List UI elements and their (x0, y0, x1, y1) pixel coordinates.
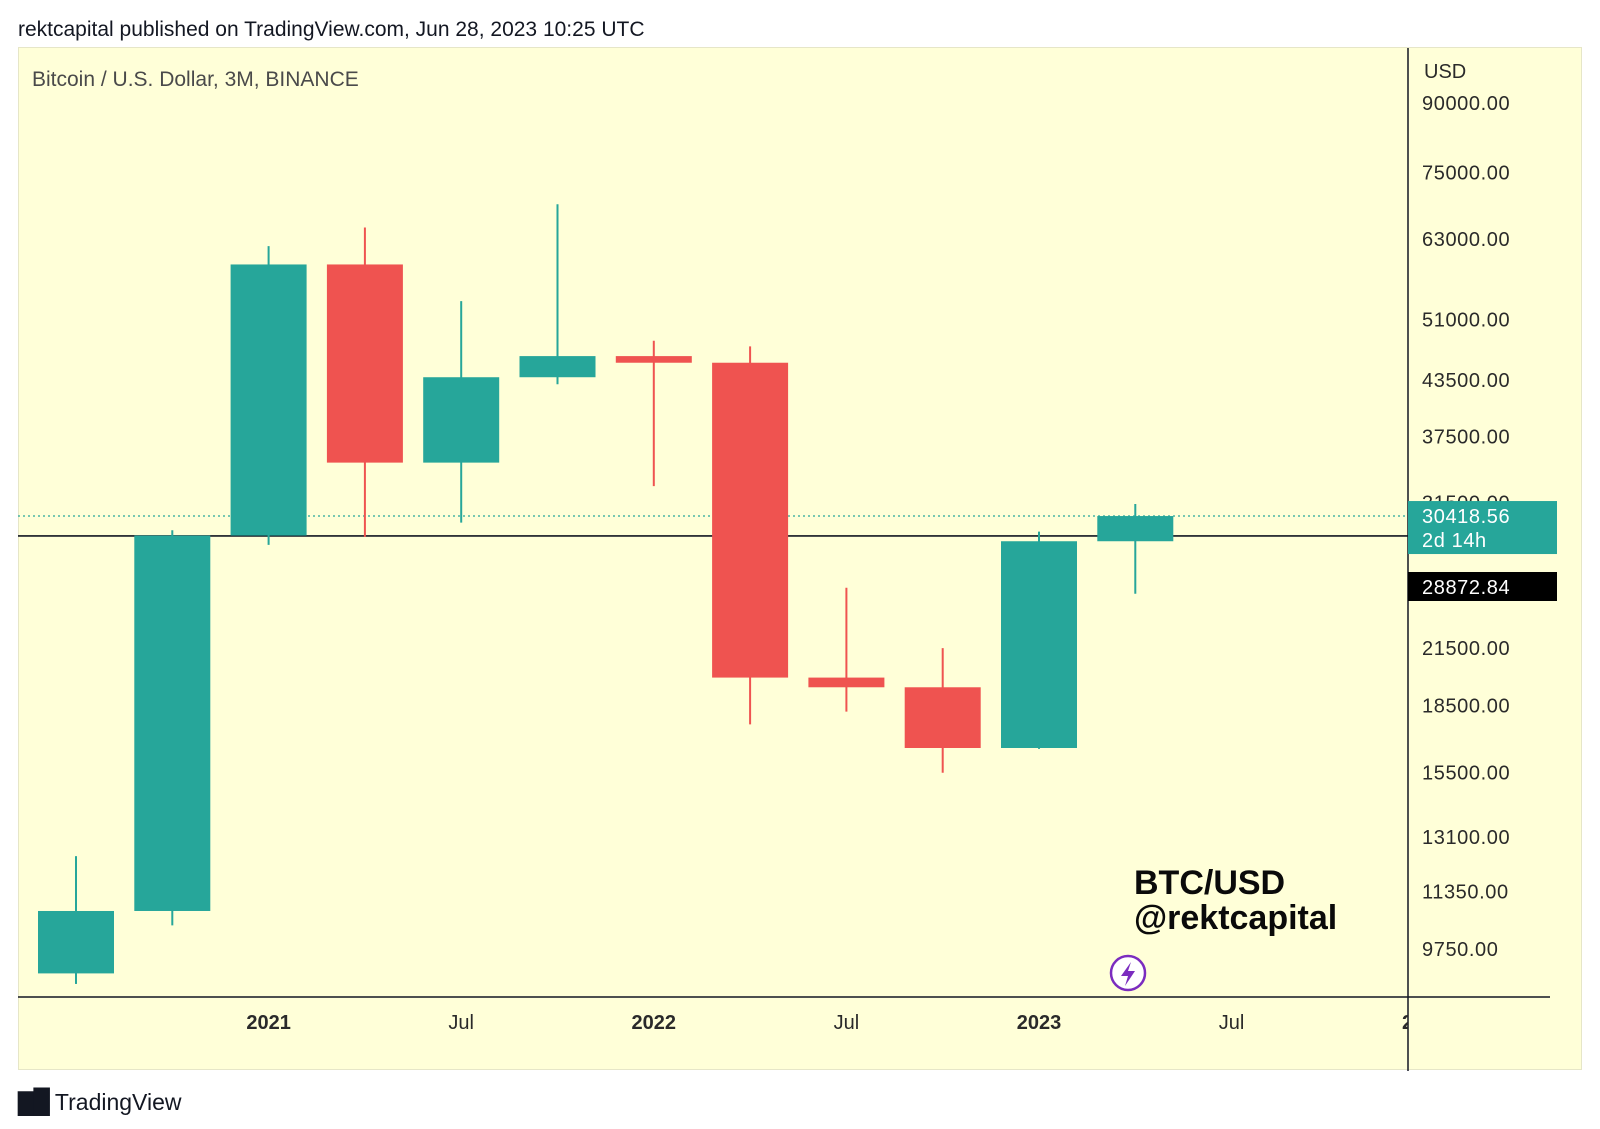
candle-body (712, 362, 789, 678)
candle-body (1001, 541, 1077, 749)
candle-body (808, 677, 885, 688)
x-tick-label: Jul (1219, 1012, 1245, 1034)
y-tick-label: 21500.00 (1422, 638, 1510, 660)
publish-header: rektcapital published on TradingView.com… (18, 18, 645, 41)
y-axis-currency-label: USD (1424, 61, 1466, 83)
x-tick-label: 2024 (1402, 1012, 1447, 1034)
axes: USD 90000.00 75000.00 63000.00 51000.00 43500… (18, 48, 1550, 1071)
candle-body (423, 377, 500, 463)
level-tag-value: 28872.84 (1422, 577, 1510, 599)
y-tick-label: 63000.00 (1422, 229, 1510, 251)
x-tick-label: Jul (834, 1012, 860, 1034)
y-tick-label: 43500.00 (1422, 370, 1510, 392)
y-tick-label: 90000.00 (1422, 93, 1510, 115)
x-tick-label: Jul (448, 1012, 474, 1034)
y-tick-label: 18500.00 (1422, 695, 1510, 717)
candle-body (615, 356, 692, 363)
y-tick-label: 9750.00 (1422, 939, 1499, 961)
x-tick-label: 2023 (1017, 1012, 1062, 1034)
watermark-line-2: @rektcapital (1134, 899, 1337, 937)
price-tag-countdown: 2d 14h (1422, 530, 1487, 552)
level-tag-background (1408, 572, 1557, 601)
y-tick-label: 11350.00 (1422, 881, 1509, 903)
x-tick-label: 2022 (632, 1012, 677, 1034)
x-tick-label: 2021 (246, 1012, 291, 1034)
candle-body (1097, 516, 1174, 542)
y-tick-label: 37500.00 (1422, 426, 1510, 448)
y-tick-label: 15500.00 (1422, 763, 1510, 785)
price-tag-value: 30418.56 (1422, 506, 1510, 528)
candle-body (134, 535, 211, 911)
candle-body (326, 264, 403, 463)
lightning-icon-bolt (1121, 962, 1135, 986)
chart-area[interactable] (18, 47, 1582, 1070)
tradingview-brand: TradingView (54, 1088, 182, 1115)
lightning-icon[interactable] (1109, 954, 1147, 992)
watermark-line-1: BTC/USD (1134, 864, 1285, 902)
candle-body (904, 687, 981, 749)
tradingview-logo-icon: ▇▉ (18, 1088, 52, 1116)
candle-body (230, 264, 307, 536)
price-tag-background (1408, 501, 1557, 555)
y-tick-label: 13100.00 (1422, 827, 1510, 849)
candle-body (38, 910, 114, 974)
tradingview-logo[interactable]: ▇▉ TradingView (18, 1088, 182, 1116)
x-tick-group: 2021 Jul 2022 Jul 2023 Jul 2024 (246, 1012, 1447, 1034)
y-tick-label: 75000.00 (1422, 162, 1510, 184)
y-tick-label: 51000.00 (1422, 309, 1510, 331)
chart-title: Bitcoin / U.S. Dollar, 3M, BINANCE (32, 68, 359, 91)
candles (38, 204, 1174, 984)
candle-body (519, 356, 596, 378)
